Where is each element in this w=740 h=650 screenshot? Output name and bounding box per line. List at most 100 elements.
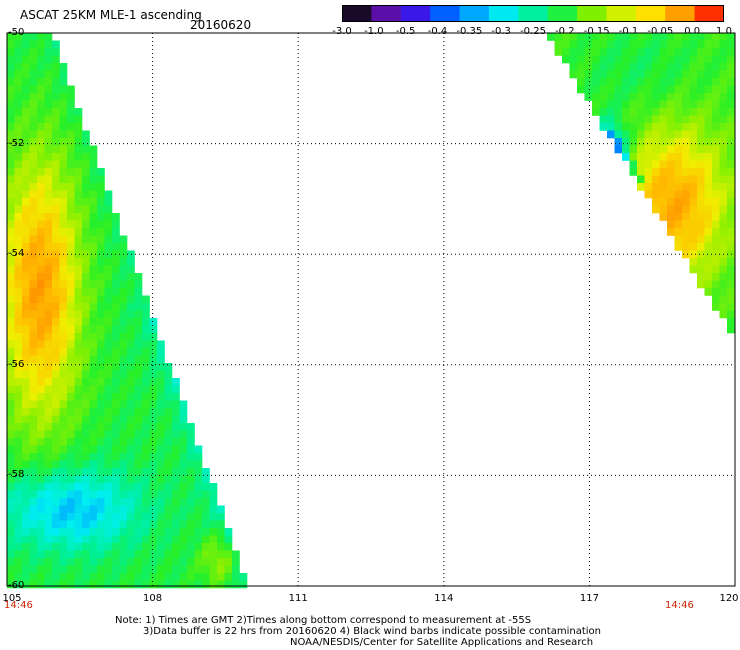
swath-cell [37,220,45,229]
swath-cell [22,340,30,349]
swath-cell [14,475,23,484]
swath-cell [97,340,105,349]
latitude-label: -56 [8,358,25,370]
swath-cell [44,123,53,131]
swath-cell [82,145,90,154]
swath-cell [29,63,38,71]
swath-cell [22,280,30,289]
swath-cell [22,415,30,424]
swath-cell [202,513,210,521]
swath-cell [607,93,615,101]
swath-cell [37,573,45,581]
swath-cell [29,70,38,79]
swath-cell [209,490,218,499]
swath-cell [232,565,240,574]
swath-cell [697,100,705,109]
swath-cell [232,573,240,581]
swath-cell [157,378,165,386]
swath-cell [89,175,98,184]
swath-cell [142,468,150,476]
swath-cell [29,393,38,401]
swath-cell [667,220,675,229]
swath-cell [622,123,630,131]
swath-cell [127,370,135,379]
swath-cell [59,370,68,379]
swath-cell [659,33,668,41]
swath-cell [7,175,15,184]
swath-cell [674,168,683,176]
swath-cell [29,145,38,154]
swath-cell [682,183,690,191]
swath-cell [134,363,143,371]
swath-cell [74,370,83,379]
swath-cell [157,430,165,439]
swath-cell [704,288,713,296]
swath-cell [7,160,15,169]
swath-cell [104,265,113,274]
swath-cell [119,243,128,251]
swath-cell [652,40,660,49]
swath-cell [37,138,45,146]
swath-cell [74,490,83,499]
swath-cell [89,205,98,214]
swath-cell [149,528,158,536]
swath-cell [727,70,735,79]
swath-cell [44,280,53,289]
swath-cell [629,55,638,64]
swath-cell [112,303,120,311]
swath-cell [584,40,593,49]
swath-cell [554,48,563,56]
swath-cell [82,498,90,506]
swath-cell [29,543,38,551]
swath-cell [577,55,585,64]
swath-cell [52,160,60,169]
swath-cell [682,220,690,229]
swath-cell [89,408,98,416]
swath-cell [149,318,158,326]
longitude-label: 108 [143,593,163,604]
swath-cell [157,438,165,446]
swath-cell [119,505,128,514]
swath-cell [89,475,98,484]
swath-cell [44,505,53,514]
swath-cell [682,198,690,206]
swath-cell [127,385,135,394]
swath-cell [89,370,98,379]
swath-cell [52,153,60,161]
swath-cell [142,565,150,574]
swath-cell [164,438,173,446]
swath-cell [52,400,60,409]
swath-cell [82,295,90,304]
swath-cell [29,85,38,94]
swath-cell [157,385,165,394]
swath-cell [149,340,158,349]
swath-cell [74,363,83,371]
swath-cell [164,565,173,574]
swath-cell [697,93,705,101]
swath-cell [157,445,165,454]
swath-cell [44,318,53,326]
swath-cell [7,430,15,439]
swath-cell [59,393,68,401]
swath-cell [614,40,623,49]
swath-cell [67,423,75,431]
swath-cell [562,40,570,49]
swath-cell [119,363,128,371]
swath-cell [74,250,83,259]
swath-cell [97,528,105,536]
swath-cell [164,573,173,581]
swath-cell [7,535,15,544]
swath-cell [164,543,173,551]
swath-cell [142,333,150,341]
swath-cell [44,408,53,416]
footnotes: Note: 1) Times are GMT 2)Times along bot… [0,615,601,648]
swath-cell [119,295,128,304]
swath-cell [142,415,150,424]
swath-cell [74,535,83,544]
swath-cell [689,183,698,191]
swath-cell [149,475,158,484]
swath-cell [104,490,113,499]
swath-cell [29,108,38,116]
swath-cell [689,213,698,221]
swath-cell [14,378,23,386]
